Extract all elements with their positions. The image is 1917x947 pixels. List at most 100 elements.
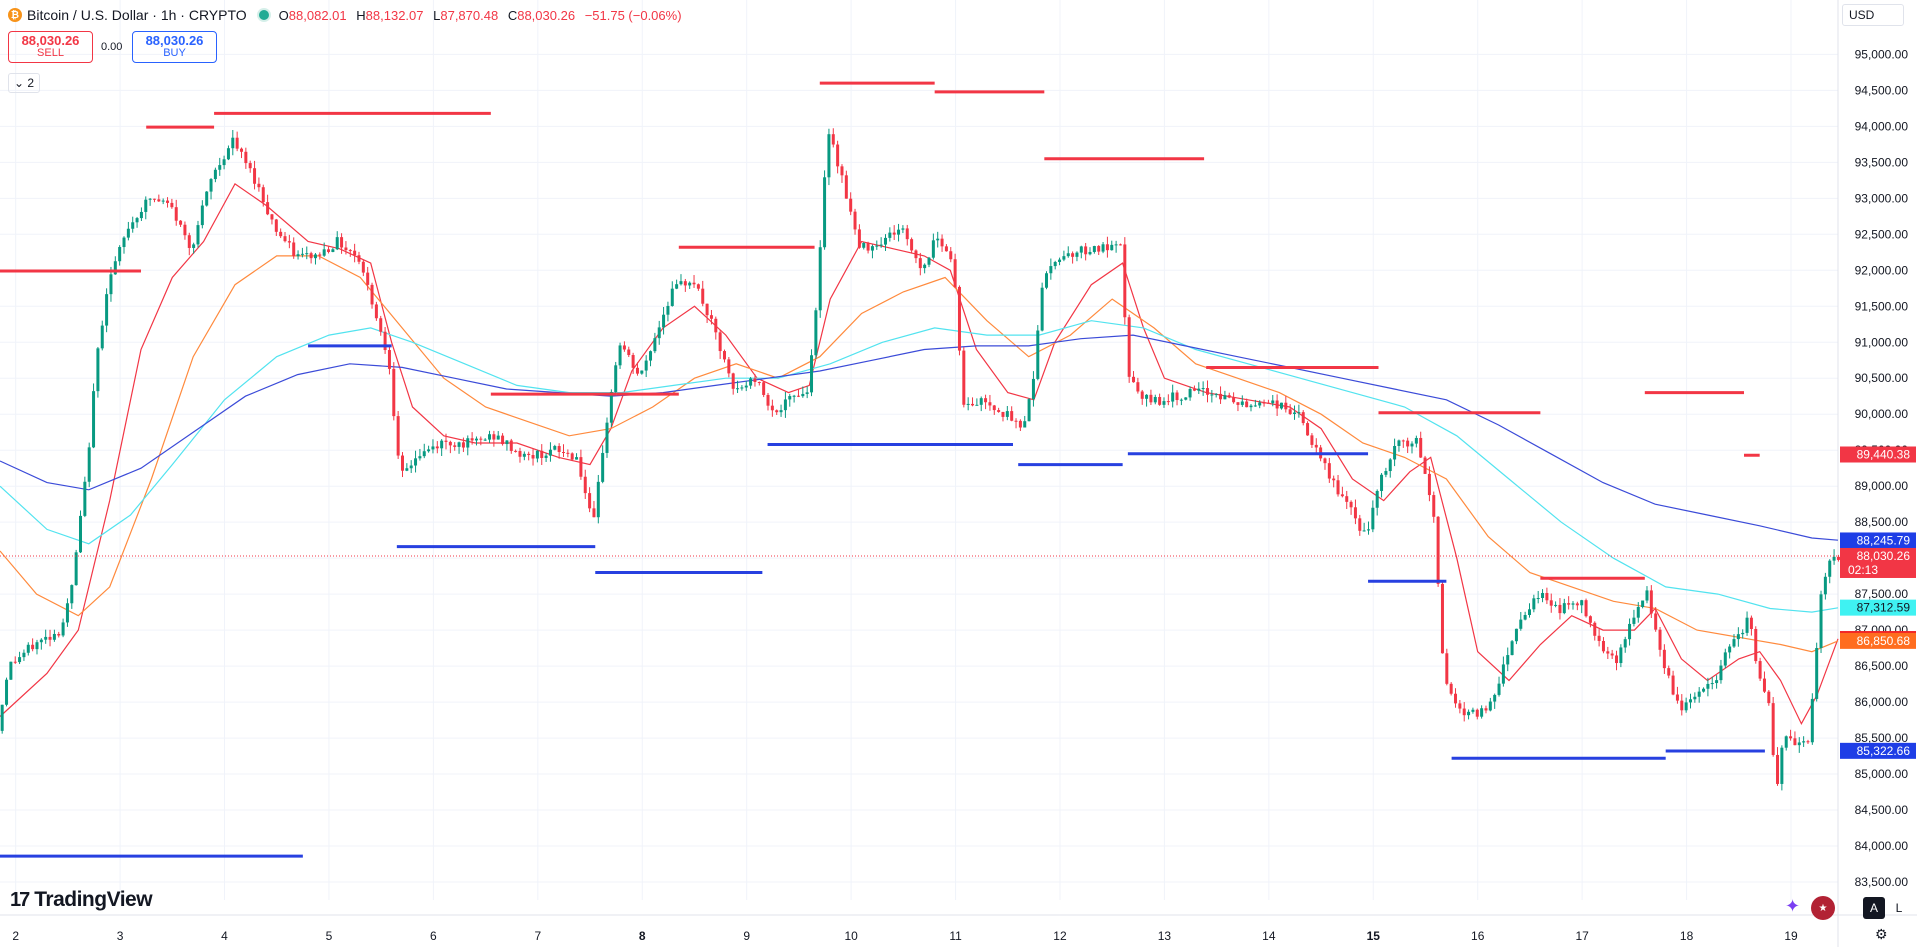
settings-gear-icon[interactable]: ⚙ (1875, 926, 1888, 942)
candle-body (1697, 691, 1701, 697)
candle-body (679, 281, 683, 285)
candle-body (853, 211, 857, 230)
sell-label: SELL (37, 47, 64, 59)
candle-body (614, 365, 618, 393)
ema-line-ema_slow (0, 334, 1839, 541)
candle-body (135, 218, 139, 223)
candle-body (936, 238, 940, 241)
candle-body (474, 438, 478, 441)
candle-body (1110, 244, 1114, 251)
close-value: 88,030.26 (517, 7, 576, 23)
candle-body (1153, 396, 1157, 403)
candle-body (1736, 634, 1740, 640)
candle-body (701, 288, 705, 304)
candle-body (109, 274, 113, 295)
currency-select[interactable]: USD (1842, 4, 1904, 26)
candle-body (1127, 317, 1131, 377)
sell-button[interactable]: 88,030.26 SELL (8, 31, 93, 63)
candle-body (1758, 661, 1762, 679)
candle-body (1401, 440, 1405, 442)
candle-body (1066, 253, 1070, 257)
candle-body (1031, 378, 1035, 400)
tradingview-logo-mark: 17 (10, 888, 30, 911)
candle-body (1201, 388, 1205, 390)
buy-button[interactable]: 88,030.26 BUY (132, 31, 217, 63)
time-tick-label: 9 (743, 929, 750, 943)
candle-body (1558, 604, 1562, 614)
candle-body (1671, 675, 1675, 695)
sparkle-icon[interactable]: ✦ (1785, 896, 1801, 916)
candle-body (1366, 529, 1370, 531)
price-tick-label: 91,000.00 (1855, 335, 1909, 349)
candle-body (213, 169, 217, 180)
candle-body (605, 422, 609, 453)
candle-body (257, 183, 261, 188)
candle-body (1005, 411, 1009, 417)
candle-body (1658, 629, 1662, 650)
candle-body (274, 219, 278, 232)
candle-body (1789, 736, 1793, 739)
candle-body (736, 388, 740, 390)
candle-body (805, 392, 809, 394)
candle-body (1219, 393, 1223, 400)
candle-body (361, 261, 365, 273)
candle-body (1414, 437, 1418, 444)
candle-body (1423, 457, 1427, 474)
candle-body (1406, 440, 1410, 447)
low-value: 87,870.48 (440, 7, 499, 23)
candle-body (122, 237, 126, 248)
log-scale-button[interactable]: L (1895, 901, 1903, 915)
candle-body (392, 368, 396, 417)
candle-body (1488, 701, 1492, 711)
candle-body (949, 251, 953, 260)
candle-body (1545, 592, 1549, 601)
candle-body (1393, 445, 1397, 460)
candle-body (1715, 680, 1719, 684)
candle-body (640, 370, 644, 374)
candle-body (1223, 395, 1227, 400)
candle-body (205, 191, 209, 206)
candle-body (635, 367, 639, 374)
time-tick-label: 17 (1575, 929, 1589, 943)
candle-body (1145, 394, 1149, 399)
candle-body (609, 392, 613, 423)
candle-body (1053, 261, 1057, 267)
open-value: 88,082.01 (288, 7, 347, 23)
candle-body (44, 636, 48, 640)
candle-body (1384, 471, 1388, 475)
candle-body (592, 508, 596, 518)
candle-body (836, 144, 840, 167)
candle-body (22, 652, 26, 658)
candle-body (70, 585, 74, 604)
candle-body (1062, 256, 1066, 260)
candle-body (940, 238, 944, 247)
price-tick-label: 91,500.00 (1855, 299, 1909, 313)
candle-body (496, 435, 500, 440)
candle-body (1436, 516, 1440, 584)
candle-body (126, 228, 130, 238)
candle-body (1615, 655, 1619, 664)
candle-body (266, 202, 270, 215)
candle-body (1371, 507, 1375, 530)
candle-body (183, 224, 187, 236)
candle-body (683, 281, 687, 286)
auto-scale-button[interactable]: A (1863, 897, 1885, 919)
us-flag-icon[interactable]: ★ (1811, 896, 1835, 920)
candle-body (744, 385, 748, 388)
candle-body (1262, 402, 1266, 404)
candle-body (1549, 600, 1553, 606)
price-axis[interactable]: 83,500.00 84,000.00 84,500.00 85,000.00 85,5… (1855, 47, 1909, 889)
time-tick-label: 10 (844, 929, 858, 943)
indicators-toggle-button[interactable]: ⌄ 2 (8, 73, 40, 93)
candle-body (96, 348, 100, 392)
candle-body (1432, 495, 1436, 517)
symbol-title[interactable]: Bitcoin / U.S. Dollar · 1h · CRYPTO (27, 7, 247, 23)
tradingview-logo[interactable]: 17 TradingView (10, 888, 153, 912)
candle-body (670, 288, 674, 306)
candle-body (39, 639, 43, 643)
candle-body (1597, 635, 1601, 641)
time-axis[interactable]: 2 3 4 5 6 7 8 9 10 11 12 13 14 15 16 17 18 19 (12, 929, 1798, 943)
candle-body (731, 373, 735, 389)
candle-body (1562, 603, 1566, 614)
